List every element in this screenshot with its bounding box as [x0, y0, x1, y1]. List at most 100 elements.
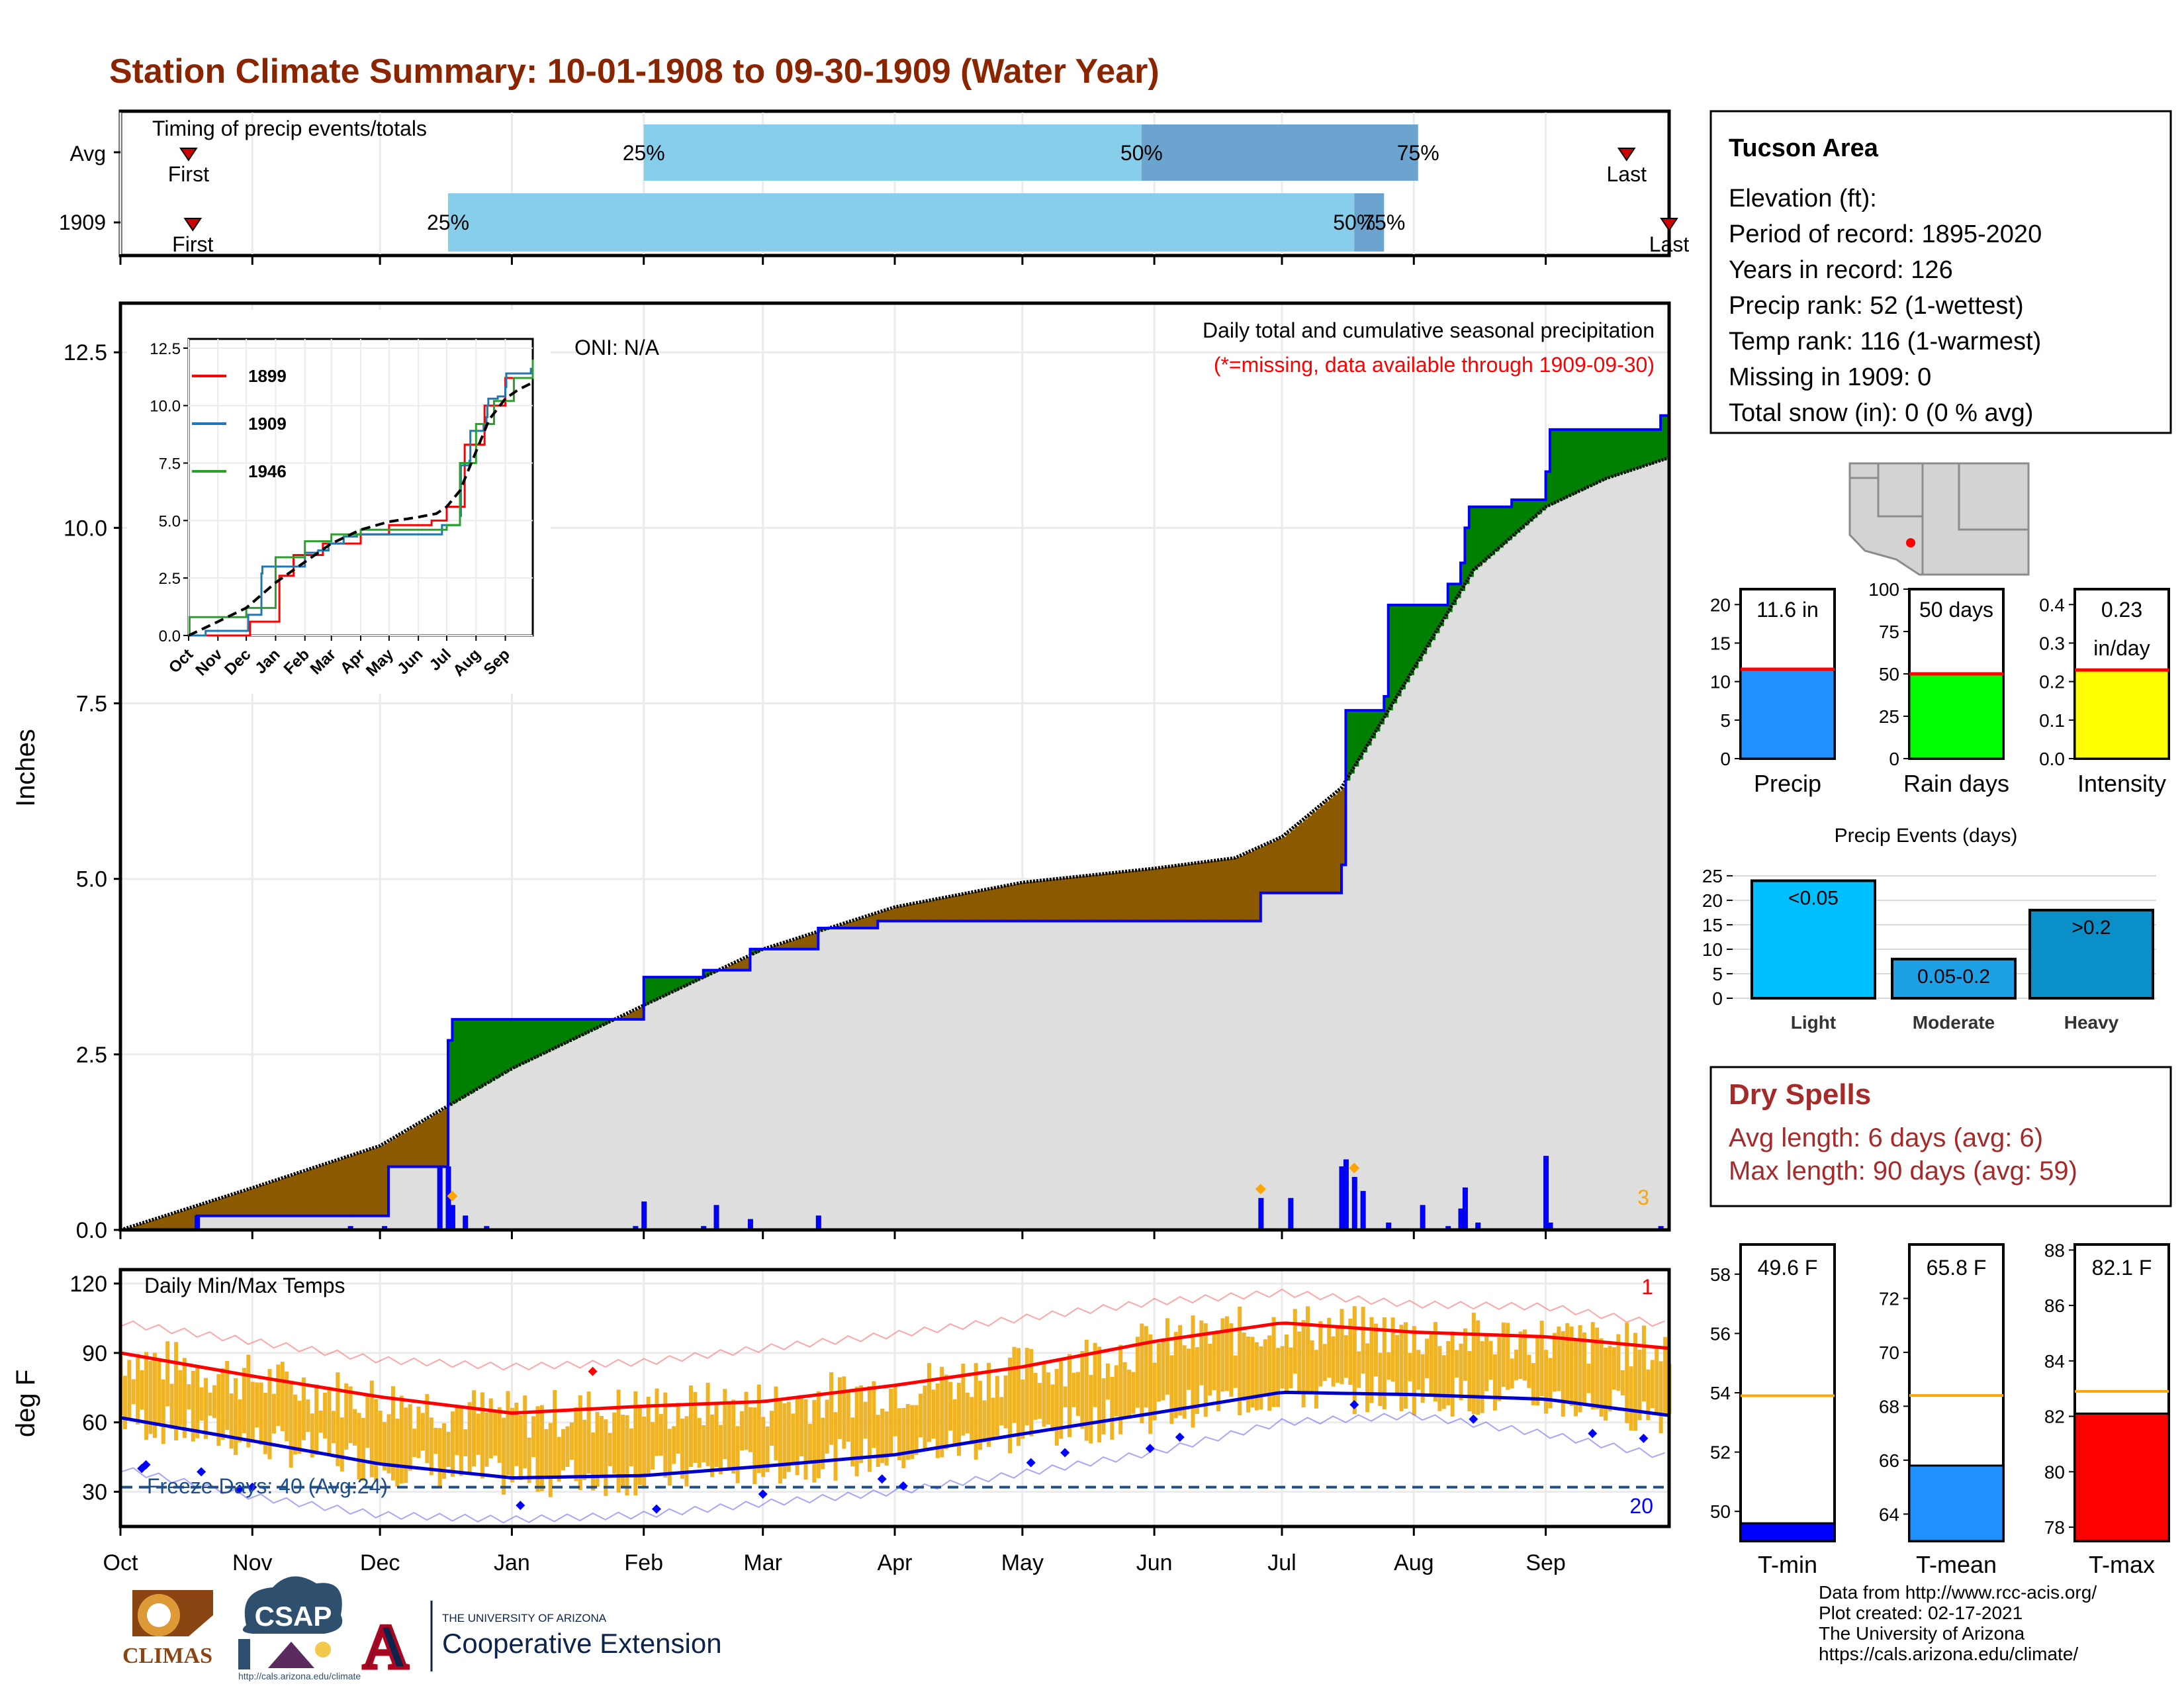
below-average-band: [1273, 840, 1279, 893]
below-average-band: [1316, 808, 1321, 893]
below-average-band: [1260, 846, 1265, 893]
events-y-tick-label: 0: [1712, 988, 1723, 1009]
record-low-marker: [235, 1484, 244, 1494]
dry-spells-title: Dry Spells: [1729, 1078, 1871, 1111]
below-average-band: [1137, 870, 1142, 921]
below-average-band: [1099, 874, 1104, 921]
daily-temp-bar: [1535, 1335, 1540, 1406]
below-average-band: [903, 905, 908, 921]
daily-temp-bar: [604, 1419, 608, 1496]
below-average-band: [971, 892, 976, 921]
dry-spells-box: Dry Spells Avg length: 6 days (avg: 6) M…: [1709, 1066, 2172, 1207]
below-average-band: [1014, 884, 1019, 921]
record-high-count: 1: [1641, 1275, 1653, 1299]
daily-temp-bar: [1259, 1346, 1263, 1410]
above-average-band: [1610, 429, 1615, 478]
daily-temp-bar: [1361, 1307, 1365, 1374]
temp-value-label: 82.1 F: [2092, 1256, 2152, 1280]
daily-temp-bar: [553, 1389, 557, 1477]
daily-temp-bar: [1033, 1372, 1038, 1420]
below-average-band: [1124, 871, 1130, 921]
daily-temp-bar: [1590, 1322, 1595, 1410]
daily-temp-bar: [774, 1386, 778, 1461]
above-average-band: [1656, 429, 1661, 462]
daily-temp-bar: [761, 1417, 766, 1477]
record-max-line: [120, 1288, 1665, 1371]
daily-temp-bar: [191, 1371, 195, 1442]
daily-precip-bar: [1543, 1156, 1549, 1231]
daily-temp-bar: [1046, 1372, 1050, 1425]
record-low-marker: [877, 1474, 887, 1484]
below-average-band: [380, 1145, 385, 1216]
daily-temp-bar: [1216, 1331, 1221, 1411]
above-average-band: [1477, 506, 1482, 567]
credit-line: Data from http://www.rcc-acis.org/: [1819, 1582, 2097, 1603]
below-average-band: [1197, 863, 1202, 921]
daily-temp-bar: [1161, 1338, 1165, 1401]
daily-precip-bar: [195, 1215, 201, 1231]
daily-temp-bar: [484, 1413, 489, 1467]
above-average-band: [1482, 506, 1487, 563]
below-average-band: [1277, 838, 1283, 893]
month-tick-label: Oct: [103, 1550, 138, 1575]
above-average-band: [541, 1019, 547, 1055]
daily-temp-bar: [365, 1395, 370, 1448]
daily-temp-bar: [259, 1382, 263, 1445]
below-average-band: [388, 1141, 394, 1167]
below-average-band: [367, 1150, 372, 1216]
daily-temp-bar: [927, 1363, 931, 1442]
university-of-arizona-logo: A THE UNIVERSITY OF ARIZONA Cooperative …: [361, 1601, 722, 1684]
below-average-band: [1158, 867, 1163, 921]
below-average-band: [1167, 867, 1172, 921]
daily-temp-bar: [1378, 1352, 1383, 1406]
daily-temp-bar: [910, 1405, 915, 1460]
below-average-band: [639, 1007, 645, 1019]
below-average-band: [890, 908, 895, 921]
daily-temp-bar: [970, 1397, 974, 1444]
above-average-band: [537, 1019, 543, 1056]
daily-temp-bar: [1433, 1322, 1437, 1402]
daily-temp-bar: [1093, 1342, 1097, 1407]
below-average-band: [418, 1123, 424, 1167]
daily-temp-bar: [353, 1409, 357, 1446]
above-average-band: [1379, 710, 1385, 725]
below-average-band: [439, 1111, 445, 1167]
daily-temp-bar: [488, 1398, 493, 1459]
daily-temp-bar: [651, 1422, 655, 1470]
events-bar-label: >0.2: [2071, 917, 2111, 939]
below-average-band: [1184, 864, 1189, 921]
above-average-band: [490, 1019, 496, 1081]
below-average-band: [286, 1176, 291, 1216]
above-average-band: [1486, 506, 1491, 559]
below-average-band: [925, 901, 930, 921]
above-average-band: [575, 1019, 580, 1038]
above-average-band: [524, 1019, 529, 1062]
daily-temp-bar: [1297, 1331, 1302, 1393]
above-average-band: [1469, 506, 1474, 577]
ua-small-text: THE UNIVERSITY OF ARIZONA: [442, 1612, 607, 1624]
summary-y-tick-label: 0: [1720, 749, 1731, 769]
daily-temp-bar: [340, 1417, 344, 1472]
daily-temp-bar: [1412, 1326, 1416, 1416]
record-low-marker: [758, 1489, 768, 1499]
below-average-band: [1090, 875, 1095, 921]
daily-temp-bar: [1548, 1358, 1553, 1409]
below-average-band: [1214, 861, 1219, 921]
daily-temp-bar: [974, 1363, 978, 1460]
temp-bar-label: T-max: [2089, 1551, 2155, 1578]
below-average-band: [997, 887, 1002, 921]
daily-temp-bar: [842, 1376, 846, 1449]
summary-y-tick-label: 0.2: [2039, 672, 2065, 692]
above-average-band: [554, 1019, 559, 1049]
below-average-band: [1116, 872, 1121, 921]
above-average-band: [1503, 506, 1508, 544]
month-tick-label: Dec: [360, 1550, 400, 1575]
y-tick-label: 90: [82, 1341, 107, 1366]
daily-temp-bar: [187, 1384, 191, 1410]
above-average-band: [1558, 429, 1563, 501]
daily-temp-bar: [216, 1374, 221, 1446]
precip-missing-note: (*=missing, data available through 1909-…: [1214, 353, 1655, 377]
below-average-band: [291, 1175, 296, 1216]
above-average-band: [1592, 429, 1598, 485]
below-average-band: [1209, 861, 1214, 921]
